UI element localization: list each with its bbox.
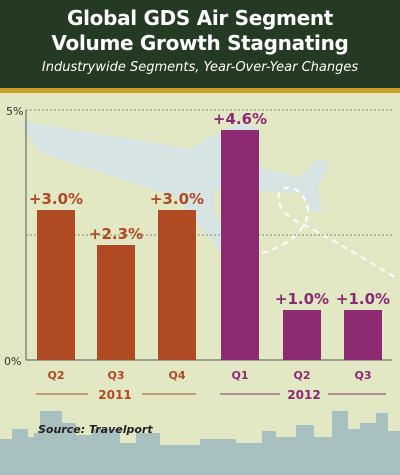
chart: 5% 0% +3.0% Q2 +2.3% Q3 +3.0% Q4 +4.6% Q1 +1.0% Q… [0,105,400,475]
bar-2012-q1 [221,130,259,360]
airplane-icon [20,121,330,273]
skyline-silhouette [0,411,400,475]
category-label: Q1 [231,369,248,382]
header-banner: Global GDS Air Segment Volume Growth Sta… [0,0,400,88]
y-tick-label-bottom: 0% [4,355,21,368]
year-label-2012: 2012 [287,388,320,402]
category-label: Q4 [168,369,185,382]
bar-2011-q2 [37,210,75,360]
flight-trail [261,186,399,280]
bar-2011-q3 [97,245,135,360]
source-note: Source: Travelport [38,423,153,436]
value-label: +3.0% [150,190,204,208]
category-label: Q3 [107,369,124,382]
year-label-2011: 2011 [98,388,131,402]
value-label: +1.0% [275,290,329,308]
bar-2012-q2 [283,310,321,360]
value-label: +3.0% [29,190,83,208]
subtitle: Industrywide Segments, Year-Over-Year Ch… [41,60,359,75]
category-label: Q2 [293,369,310,382]
bar-2011-q4 [158,210,196,360]
category-label: Q2 [47,369,64,382]
value-label: +2.3% [89,225,143,243]
value-label: +4.6% [213,110,267,128]
title-line-2: Volume Growth Stagnating [51,31,349,55]
bar-2012-q3 [344,310,382,360]
category-label: Q3 [354,369,371,382]
value-label: +1.0% [336,290,390,308]
accent-divider [0,88,400,93]
title-line-1: Global GDS Air Segment [66,6,334,30]
y-tick-label-top: 5% [6,105,23,118]
